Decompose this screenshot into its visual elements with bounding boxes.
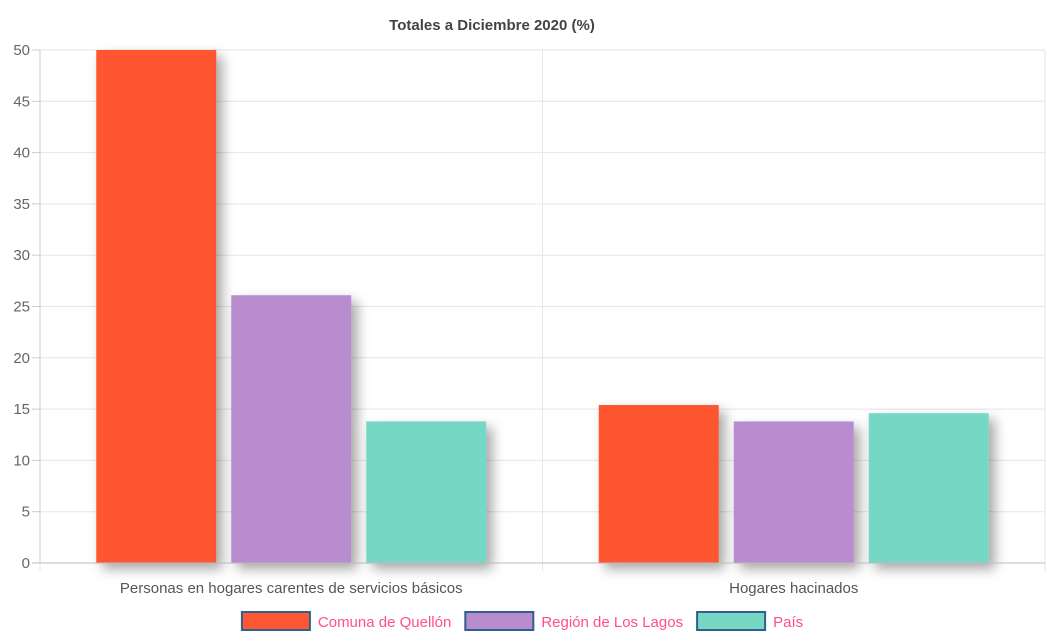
- chart-title: Totales a Diciembre 2020 (%): [389, 17, 595, 34]
- bar-pa-s-1[interactable]: [868, 413, 989, 563]
- legend: Comuna de Quellón Región de Los Lagos País: [240, 611, 803, 631]
- legend-swatch-1[interactable]: [464, 611, 535, 631]
- y-tick-label: 35: [13, 196, 30, 213]
- legend-swatch-2[interactable]: [696, 611, 767, 631]
- legend-label[interactable]: País: [773, 614, 803, 631]
- y-tick-label: 5: [22, 504, 30, 521]
- bar-comuna-de-quell-n-0[interactable]: [96, 50, 217, 563]
- bars-layer: [96, 50, 989, 563]
- y-tick-label: 25: [13, 299, 30, 316]
- y-tick-label: 20: [13, 350, 30, 367]
- y-tick-label: 15: [13, 401, 30, 418]
- y-tick-label: 0: [22, 555, 30, 572]
- bar-regi-n-de-los-lagos-0[interactable]: [231, 295, 352, 563]
- bar-regi-n-de-los-lagos-1[interactable]: [733, 421, 854, 563]
- y-tick-label: 30: [13, 247, 30, 264]
- y-tick-label: 45: [13, 93, 30, 110]
- x-axis: Personas en hogares carentes de servicio…: [32, 562, 1045, 597]
- y-tick-label: 50: [13, 42, 30, 59]
- legend-swatch-0[interactable]: [240, 611, 311, 631]
- y-tick-label: 10: [13, 452, 30, 469]
- legend-label[interactable]: Región de Los Lagos: [541, 614, 683, 631]
- y-tick-label: 40: [13, 145, 30, 162]
- bar-comuna-de-quell-n-1[interactable]: [598, 404, 719, 563]
- y-axis: 0 5 10 15 20 25 30 35 40 45 50: [13, 42, 41, 572]
- x-tick-label: Hogares hacinados: [729, 580, 858, 597]
- bar-pa-s-0[interactable]: [366, 421, 487, 563]
- legend-label[interactable]: Comuna de Quellón: [318, 614, 451, 631]
- x-tick-label: Personas en hogares carentes de servicio…: [120, 580, 463, 597]
